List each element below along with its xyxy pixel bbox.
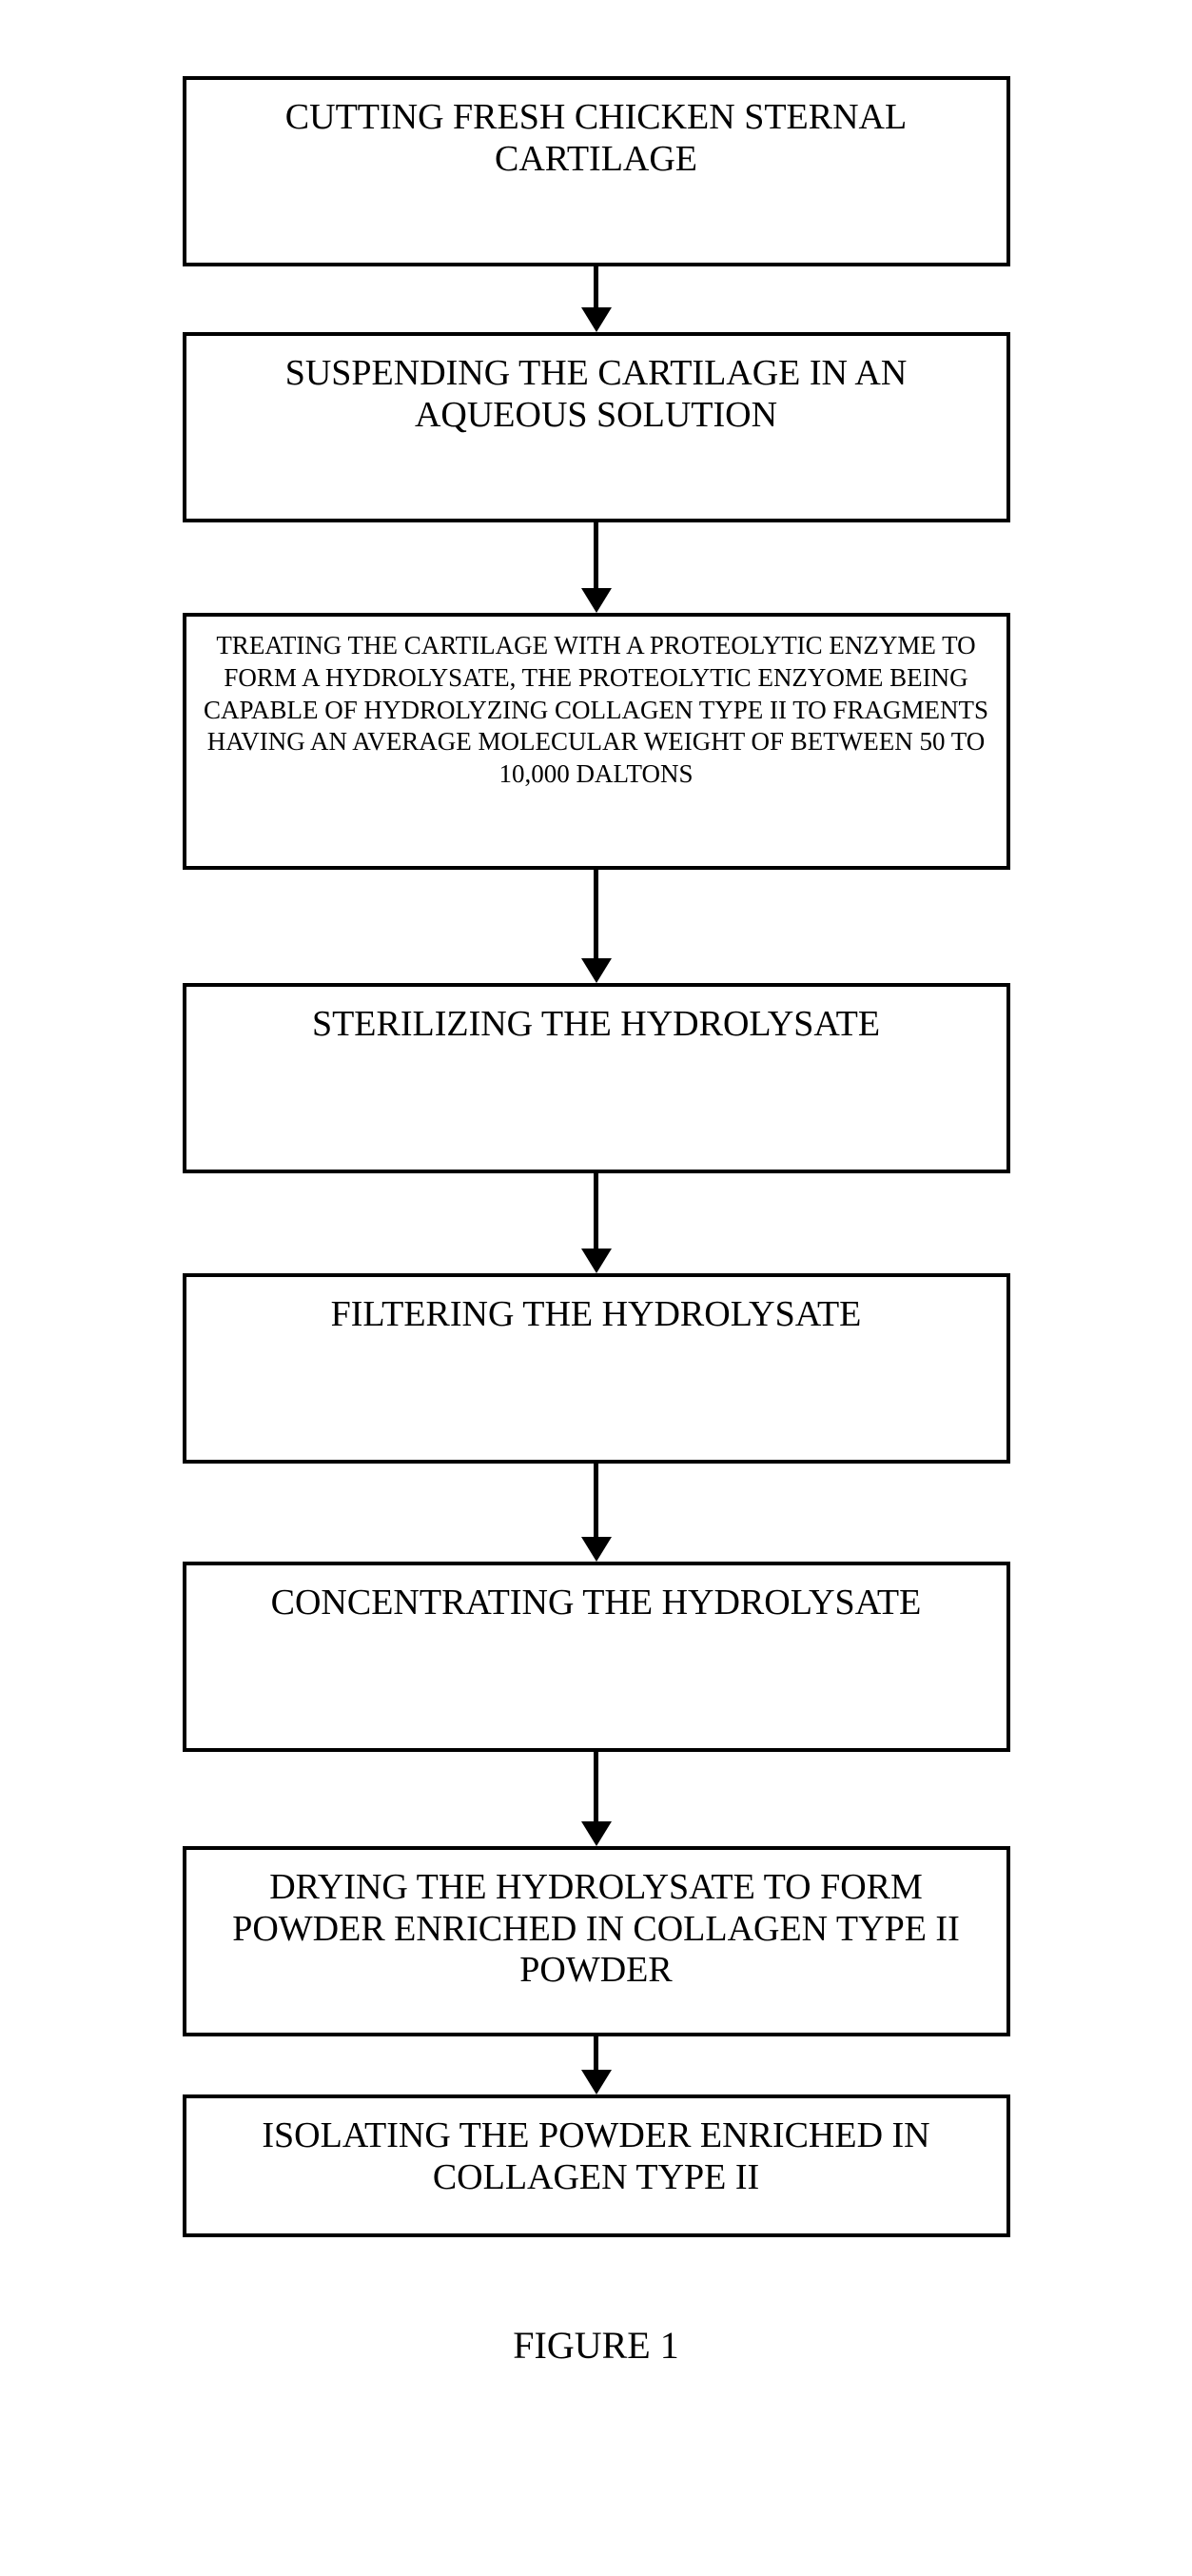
arrow-head-icon	[581, 1537, 612, 1562]
flow-step-3: TREATING THE CARTILAGE WITH A PROTEOLYTI…	[183, 613, 1010, 870]
flow-arrow	[581, 1173, 612, 1273]
flow-arrow	[581, 1752, 612, 1846]
flow-step-label: FILTERING THE HYDROLYSATE	[331, 1294, 862, 1336]
arrow-line	[594, 870, 598, 959]
flow-arrow	[581, 266, 612, 332]
arrow-head-icon	[581, 307, 612, 332]
flow-step-label: TREATING THE CARTILAGE WITH A PROTEOLYTI…	[204, 630, 989, 791]
flow-step-2: SUSPENDING THE CARTILAGE IN AN AQUEOUS S…	[183, 332, 1010, 522]
flow-arrow	[581, 2036, 612, 2094]
arrow-head-icon	[581, 2070, 612, 2094]
flow-step-5: FILTERING THE HYDROLYSATE	[183, 1273, 1010, 1464]
arrow-line	[594, 522, 598, 589]
arrow-line	[594, 1464, 598, 1538]
arrow-head-icon	[581, 1249, 612, 1273]
arrow-line	[594, 1752, 598, 1822]
arrow-head-icon	[581, 588, 612, 613]
arrow-head-icon	[581, 958, 612, 983]
flow-arrow	[581, 870, 612, 983]
flow-step-label: SUSPENDING THE CARTILAGE IN AN AQUEOUS S…	[215, 353, 978, 436]
arrow-head-icon	[581, 1821, 612, 1846]
flow-step-1: CUTTING FRESH CHICKEN STERNAL CARTILAGE	[183, 76, 1010, 266]
flow-step-6: CONCENTRATING THE HYDROLYSATE	[183, 1562, 1010, 1752]
flow-step-label: CUTTING FRESH CHICKEN STERNAL CARTILAGE	[215, 97, 978, 180]
flow-step-label: ISOLATING THE POWDER ENRICHED IN COLLAGE…	[215, 2115, 978, 2198]
flow-step-label: DRYING THE HYDROLYSATE TO FORM POWDER EN…	[215, 1867, 978, 1992]
flow-step-label: STERILIZING THE HYDROLYSATE	[312, 1004, 880, 1046]
flow-arrow	[581, 1464, 612, 1562]
flow-step-4: STERILIZING THE HYDROLYSATE	[183, 983, 1010, 1173]
flowchart: CUTTING FRESH CHICKEN STERNAL CARTILAGE S…	[0, 76, 1192, 2237]
flow-step-8: ISOLATING THE POWDER ENRICHED IN COLLAGE…	[183, 2094, 1010, 2237]
arrow-line	[594, 1173, 598, 1249]
arrow-line	[594, 2036, 598, 2071]
flow-arrow	[581, 522, 612, 613]
arrow-line	[594, 266, 598, 308]
figure-caption: FIGURE 1	[0, 2323, 1192, 2368]
flow-step-7: DRYING THE HYDROLYSATE TO FORM POWDER EN…	[183, 1846, 1010, 2036]
flow-step-label: CONCENTRATING THE HYDROLYSATE	[271, 1583, 922, 1624]
